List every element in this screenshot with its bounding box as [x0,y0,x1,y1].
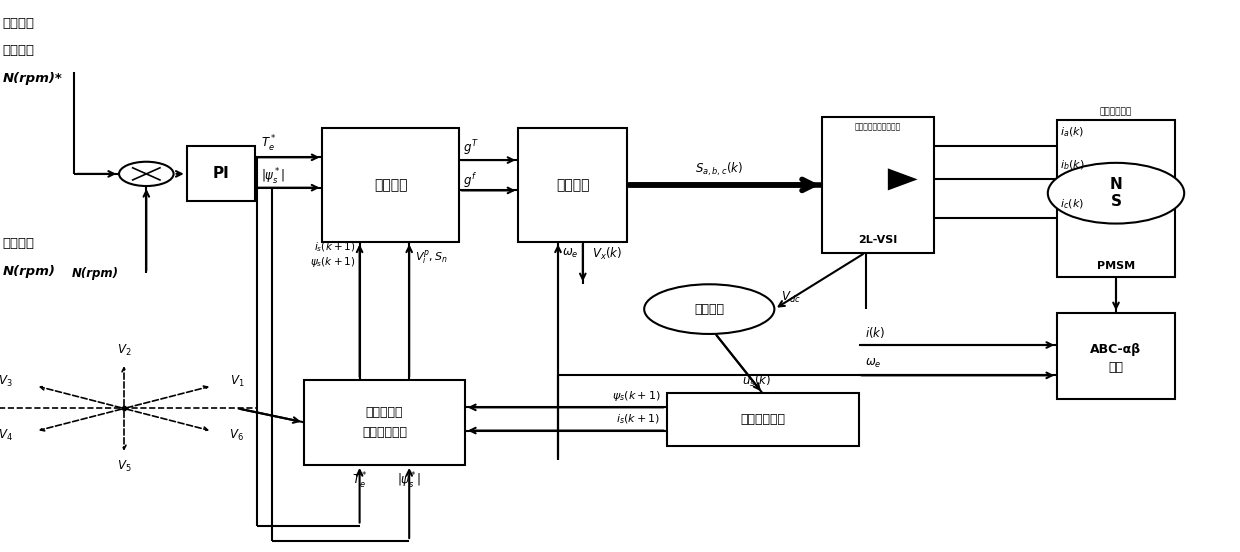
Text: 永磁同步电机: 永磁同步电机 [1100,107,1132,116]
FancyBboxPatch shape [1058,120,1176,277]
Text: 矢量调整: 矢量调整 [556,178,590,192]
Text: $\psi_s(k+1)$: $\psi_s(k+1)$ [611,389,660,404]
Text: $T_e^*$: $T_e^*$ [352,470,367,491]
Text: $i_c(k)$: $i_c(k)$ [1060,198,1084,211]
Text: PI: PI [212,166,229,182]
Text: $i_s(k+1)$: $i_s(k+1)$ [616,413,660,426]
Text: 电机转速: 电机转速 [2,237,35,251]
Text: 参考输入: 参考输入 [2,44,35,57]
Text: 拟输出电压: 拟输出电压 [366,406,403,419]
Text: $V_i^p, S_n$: $V_i^p, S_n$ [415,249,448,267]
Text: PMSM: PMSM [1097,261,1135,272]
FancyBboxPatch shape [322,129,459,242]
Text: $T_e^*$: $T_e^*$ [260,134,277,153]
Ellipse shape [645,284,774,334]
Text: $\omega_e$: $\omega_e$ [866,357,882,370]
Text: $V_3$: $V_3$ [0,374,12,389]
Text: N(rpm)*: N(rpm)* [2,72,62,85]
Text: 二电平电压源型逆变器: 二电平电压源型逆变器 [854,123,901,132]
Text: $|\psi_s^*|$: $|\psi_s^*|$ [260,167,285,187]
Text: N: N [1110,177,1122,193]
Text: $g^f$: $g^f$ [463,171,476,190]
FancyBboxPatch shape [822,118,934,253]
Text: $V_6$: $V_6$ [229,428,244,443]
Text: $g^T$: $g^T$ [463,138,479,158]
Text: $i_a(k)$: $i_a(k)$ [1060,126,1084,139]
Text: $V_2$: $V_2$ [117,343,131,358]
Text: $i_b(k)$: $i_b(k)$ [1060,159,1084,172]
Text: $V_5$: $V_5$ [117,459,131,474]
Text: 空间矢量选择: 空间矢量选择 [362,426,407,439]
Text: $i(k)$: $i(k)$ [866,325,885,341]
FancyBboxPatch shape [1058,314,1176,399]
FancyBboxPatch shape [518,129,627,242]
Text: N(rpm): N(rpm) [2,265,56,278]
Text: $i_s(k+1)$: $i_s(k+1)$ [315,240,356,254]
Text: $u_s(k)$: $u_s(k)$ [742,373,771,389]
Text: $\psi_s(k+1)$: $\psi_s(k+1)$ [310,256,356,269]
Text: $\omega_e$: $\omega_e$ [562,247,579,260]
Circle shape [119,162,174,186]
FancyBboxPatch shape [186,146,255,201]
Text: N(rpm): N(rpm) [72,267,119,280]
Text: $|\psi_s^*|$: $|\psi_s^*|$ [397,470,422,491]
Text: 模型预测: 模型预测 [373,178,408,192]
Text: S: S [1111,194,1121,209]
FancyBboxPatch shape [667,393,858,446]
Text: $V_{dc}$: $V_{dc}$ [781,289,800,305]
Polygon shape [888,168,918,190]
Text: 2L-VSI: 2L-VSI [858,235,898,246]
Text: $S_{a,b,c}(k)$: $S_{a,b,c}(k)$ [696,161,743,178]
Text: 电压观测: 电压观测 [694,302,724,316]
Text: $V_x(k)$: $V_x(k)$ [593,246,622,262]
Text: 电机转速: 电机转速 [2,17,35,30]
Circle shape [1048,163,1184,224]
FancyBboxPatch shape [304,380,465,465]
Text: $V_1$: $V_1$ [229,374,244,389]
Text: $V_4$: $V_4$ [0,428,12,443]
Text: ABC-αβ: ABC-αβ [1090,343,1142,356]
Text: 转换: 转换 [1109,360,1123,374]
Text: 一拍滞后补偿: 一拍滞后补偿 [740,413,785,426]
